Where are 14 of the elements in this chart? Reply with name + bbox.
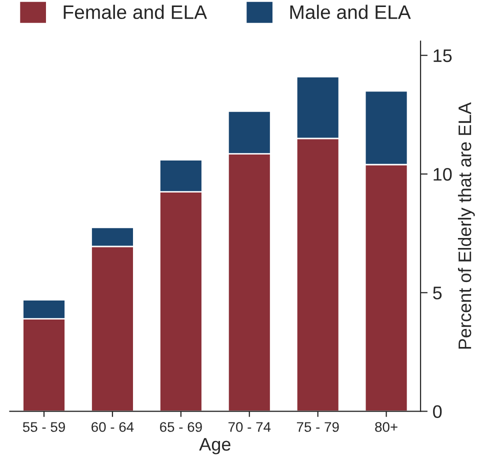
x-tick-label: 65 - 69 (160, 422, 202, 432)
x-tick-label: 75 - 79 (296, 422, 339, 432)
x-tick-label: 70 - 74 (228, 422, 271, 432)
y-axis-title: Percent of Elderly that are ELA (458, 102, 475, 349)
y-tick-label: 10 (434, 168, 452, 181)
legend-label: Male and ELA (290, 4, 411, 20)
y-tick-label: 5 (433, 286, 442, 300)
y-tick-label: 15 (434, 49, 452, 62)
legend-label: Female and ELA (64, 4, 208, 20)
x-axis-title: Age (199, 438, 230, 454)
x-tick-label: 80+ (375, 422, 398, 432)
x-tick-label: 60 - 64 (92, 422, 134, 432)
y-tick-label: 0 (433, 405, 442, 418)
x-tick-label: 55 - 59 (22, 422, 65, 432)
